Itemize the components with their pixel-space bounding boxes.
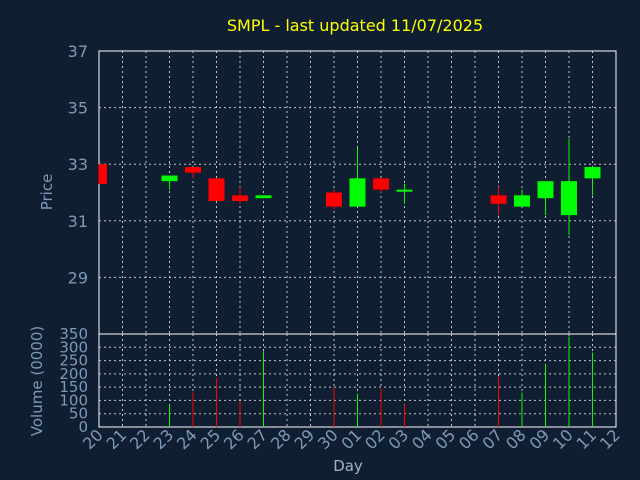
price-tick-label: 35: [68, 99, 88, 118]
candle-body: [514, 195, 530, 207]
volume-tick-label: 100: [59, 391, 88, 409]
price-tick-label: 33: [68, 155, 88, 174]
volume-tick-label: 150: [59, 378, 88, 396]
candle-body: [561, 181, 577, 216]
candle-body: [373, 178, 389, 190]
candle-body: [255, 195, 272, 199]
price-tick-label: 31: [68, 212, 88, 231]
volume-tick-label: 0: [78, 418, 88, 436]
chart-title: SMPL - last updated 11/07/2025: [227, 16, 483, 35]
volume-axis-label: Volume (0000): [28, 326, 46, 436]
candle-body: [232, 195, 248, 201]
candle-body: [349, 178, 366, 207]
candle-body: [490, 195, 507, 204]
volume-tick-label: 200: [59, 365, 88, 383]
volume-tick-label: 50: [69, 405, 88, 423]
candle-body: [326, 192, 342, 207]
price-panel: 29 31 33 35 37: [68, 42, 617, 335]
x-axis: 2021222324252627282930010203040506070809…: [79, 425, 624, 453]
candle-body: [537, 181, 554, 199]
volume-tick-label: 350: [59, 325, 88, 343]
price-axis-label: Price: [38, 174, 56, 211]
candle-body: [396, 189, 413, 192]
x-tick-label: 12: [596, 425, 624, 453]
candle-body: [208, 178, 225, 201]
price-tick-label: 29: [68, 268, 88, 287]
price-tick-label: 37: [68, 42, 88, 61]
volume-tick-label: 250: [59, 352, 88, 370]
volume-tick-label: 300: [59, 338, 88, 356]
candle-body: [584, 167, 601, 179]
candle-body: [185, 167, 201, 173]
candle-body: [99, 164, 107, 185]
x-axis-label: Day: [333, 457, 363, 475]
candle-body: [161, 175, 178, 182]
